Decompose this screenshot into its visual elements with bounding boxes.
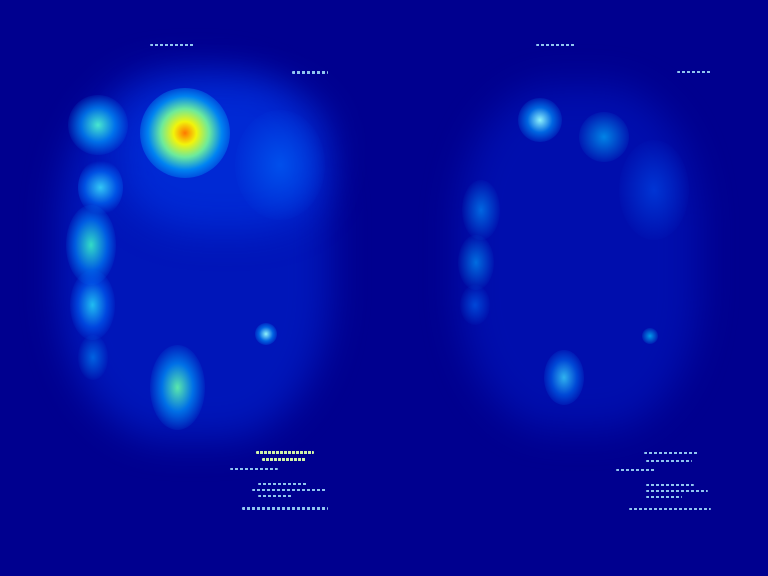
left-column-hotspot-1 (68, 95, 128, 155)
left-caption-line-6 (258, 495, 292, 497)
right-caption-line-1 (644, 452, 698, 454)
right-top-hotspot-2 (579, 112, 629, 162)
right-heatmap-panel (384, 0, 768, 576)
right-top-text-line (536, 44, 576, 46)
left-peak-hotspot (140, 88, 230, 178)
right-small-hotspot (642, 328, 658, 344)
right-top-right-text-line (677, 71, 711, 73)
left-column-hotspot-4 (70, 270, 115, 340)
left-top-right-text-line (292, 71, 328, 74)
left-caption-line-1 (256, 451, 314, 454)
right-caption-line-6 (646, 496, 682, 498)
right-caption-line-3 (616, 469, 656, 471)
right-top-hotspot-1 (518, 98, 562, 142)
right-column-hotspot-1 (462, 180, 500, 240)
left-lower-hotspot (150, 345, 205, 430)
left-column-hotspot-5 (78, 335, 108, 380)
right-upper-right-area (619, 140, 689, 240)
left-caption-line-4 (258, 483, 308, 485)
left-heatmap-panel (0, 0, 384, 576)
right-lower-hotspot (544, 350, 584, 405)
right-caption-line-7 (629, 508, 711, 510)
right-caption-line-4 (646, 484, 694, 486)
right-column-hotspot-3 (460, 285, 490, 325)
left-small-hotspot (255, 323, 277, 345)
right-column-hotspot-2 (458, 235, 494, 290)
right-caption-line-5 (646, 490, 708, 492)
left-caption-line-7 (242, 507, 328, 510)
left-caption-line-2 (262, 458, 306, 461)
left-top-text-line (150, 44, 195, 46)
right-caption-line-2 (646, 460, 692, 462)
left-upper-right-area (235, 110, 325, 220)
left-caption-line-5 (252, 489, 326, 491)
left-caption-line-3 (230, 468, 278, 470)
